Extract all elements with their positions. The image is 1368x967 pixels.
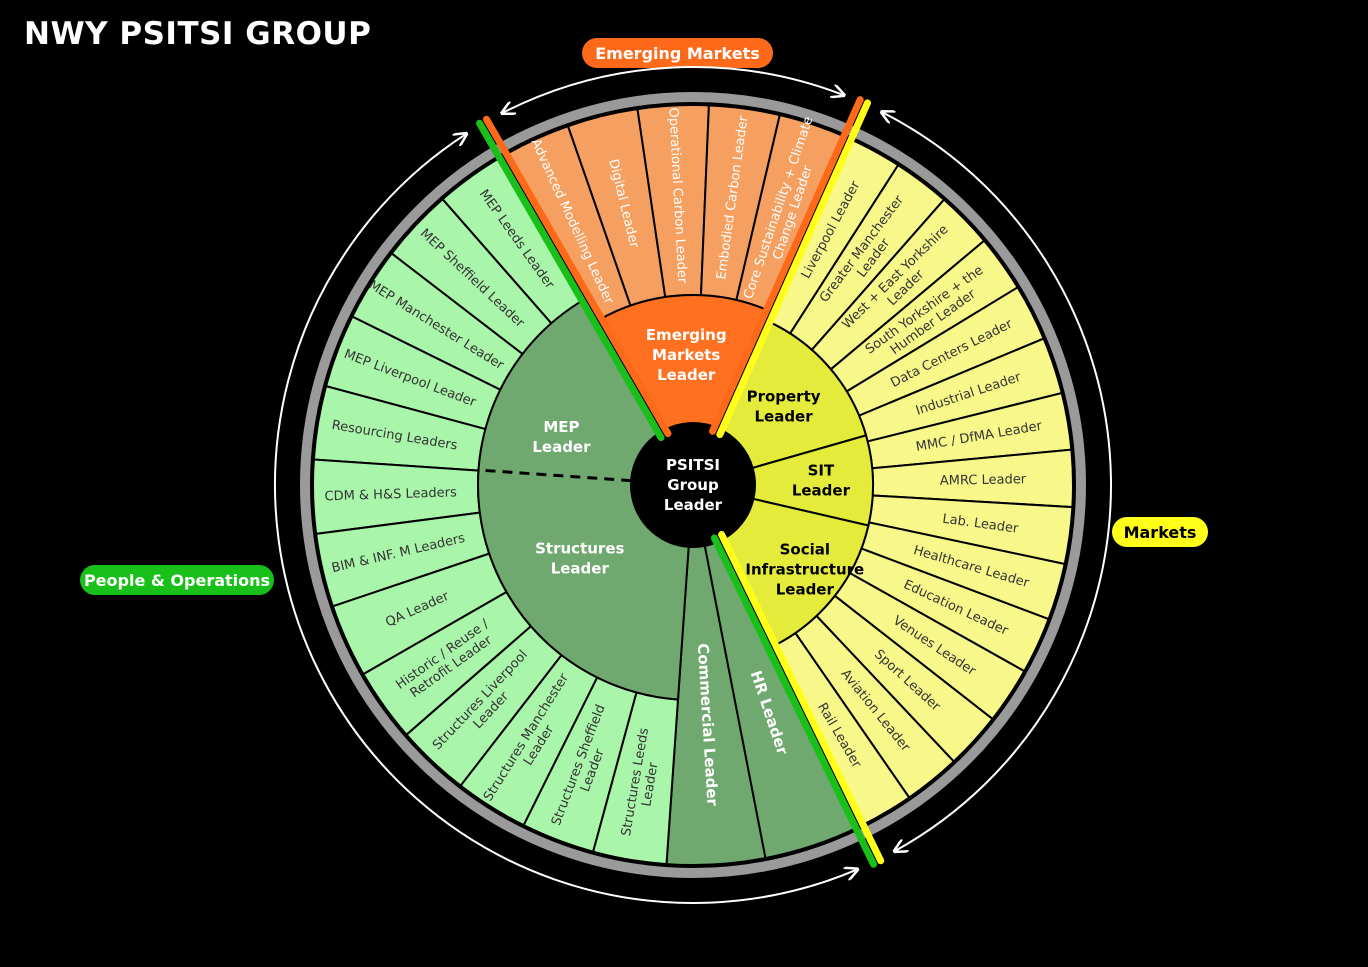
people-operations-badge: People & Operations: [80, 565, 274, 595]
emerging-inner-label: Emerging: [646, 326, 727, 344]
center-label: Leader: [664, 496, 723, 514]
mep-leader-label: Leader: [532, 438, 591, 456]
emerging-inner-label: Markets: [652, 346, 720, 364]
social-infrastructure-label: Leader: [776, 580, 835, 598]
social-infrastructure-label: Infrastructure: [745, 560, 864, 578]
markets-badge: Markets: [1112, 517, 1208, 547]
sit-leader-label: Leader: [792, 482, 851, 500]
markets-outer-label-group: AMRC Leader: [940, 472, 1027, 489]
sit-leader-label: SIT: [808, 462, 835, 480]
markets-outer-label: AMRC Leader: [940, 472, 1027, 489]
structures-leader-label: Structures: [535, 540, 624, 558]
emerging-extent-arrow: [503, 66, 843, 113]
social-infrastructure-label: Social: [780, 540, 830, 558]
people-outer-label: CDM & H&S Leaders: [324, 485, 457, 504]
markets-extent-arrow: [883, 113, 1112, 851]
mep-leader-label: MEP: [543, 418, 579, 436]
emerging-inner-label: Leader: [657, 366, 716, 384]
structures-leader-label: Leader: [551, 560, 610, 578]
people-outer-label-group: CDM & H&S Leaders: [324, 485, 457, 504]
page-title: NWY PSITSI GROUP: [24, 16, 372, 52]
property-leader-label: Leader: [754, 407, 813, 425]
people-extent-arrow: [274, 134, 856, 904]
center-label: Group: [667, 476, 719, 494]
center-label: PSITSI: [666, 456, 720, 474]
property-leader-label: Property: [747, 387, 821, 405]
emerging-markets-badge: Emerging Markets: [582, 38, 773, 68]
